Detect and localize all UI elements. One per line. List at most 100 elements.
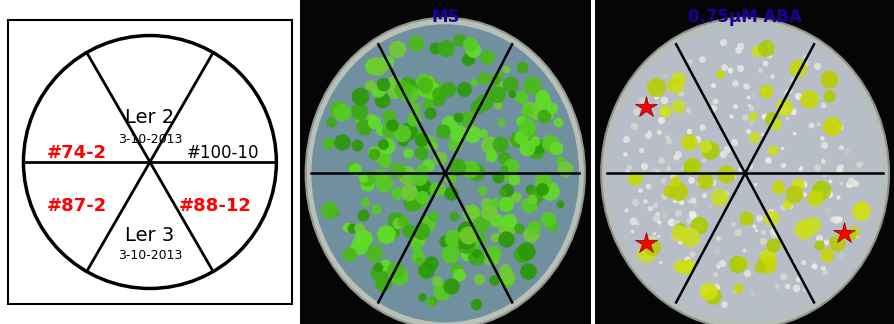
Point [723,113,738,119]
Point [822,178,836,183]
Point [510,136,525,142]
Point [854,203,868,208]
Point [755,87,770,92]
Point [521,106,536,111]
Point [843,182,857,188]
Point [451,272,466,277]
Point [392,273,406,279]
Point [411,259,426,264]
Point [356,124,370,130]
Point [690,237,704,242]
Point [534,186,548,191]
Point [641,129,655,134]
Point [498,276,512,282]
Point [710,236,724,241]
Point [739,271,754,276]
Point [763,209,777,214]
Point [797,60,811,65]
Point [707,271,721,276]
Point [793,70,807,75]
Text: 0.75μM ABA: 0.75μM ABA [687,8,801,26]
Point [821,93,835,98]
Point [637,198,652,203]
Point [510,226,525,231]
Point [421,220,435,226]
Point [813,187,827,192]
Point [488,217,502,223]
Point [524,231,538,237]
Point [786,77,800,82]
Point [441,87,455,92]
Point [519,108,533,113]
Point [645,236,659,241]
Point [632,188,646,193]
Point [668,198,682,203]
Point [417,87,431,92]
Point [499,201,513,206]
Point [415,270,429,275]
Point [815,158,830,164]
Point [641,246,655,251]
Point [766,232,780,237]
Point [705,105,720,110]
Point [769,284,783,289]
Point [831,145,845,151]
Point [418,87,433,92]
Point [801,97,815,102]
Point [378,231,392,236]
Point [769,214,783,219]
Point [737,247,751,252]
Point [710,264,724,270]
Point [493,119,508,124]
Point [513,119,527,124]
Point [351,117,366,122]
Point [515,65,529,70]
Point [782,87,797,93]
Point [390,168,404,173]
Point [847,180,861,185]
Point [388,267,402,272]
Point [414,228,428,233]
Point [683,170,697,176]
Point [409,236,424,241]
Point [755,238,770,244]
Point [656,212,670,217]
Point [749,48,763,53]
Point [685,213,699,218]
Point [732,44,746,49]
Point [635,97,649,102]
Point [451,130,465,135]
Point [411,174,426,179]
Point [711,262,725,267]
Point [831,216,845,222]
Point [758,88,772,93]
Point [367,151,381,156]
Point [330,107,344,112]
Point [696,157,710,163]
Point [839,149,853,154]
Point [460,56,475,62]
Point [468,254,483,259]
Point [499,226,513,231]
Point [815,266,830,271]
Point [478,200,493,205]
Point [681,128,696,133]
Point [418,267,433,272]
Point [696,192,711,198]
Point [505,140,519,145]
Point [494,190,509,195]
Point [659,135,673,140]
Point [738,84,753,89]
Point [493,142,507,147]
Point [814,135,829,140]
Point [655,177,670,182]
Point [812,235,826,240]
Point [372,270,386,275]
Point [684,251,698,257]
Point [796,288,810,293]
Point [535,91,549,97]
Point [359,182,374,187]
Point [375,98,389,103]
Point [790,93,805,98]
Point [498,202,512,207]
